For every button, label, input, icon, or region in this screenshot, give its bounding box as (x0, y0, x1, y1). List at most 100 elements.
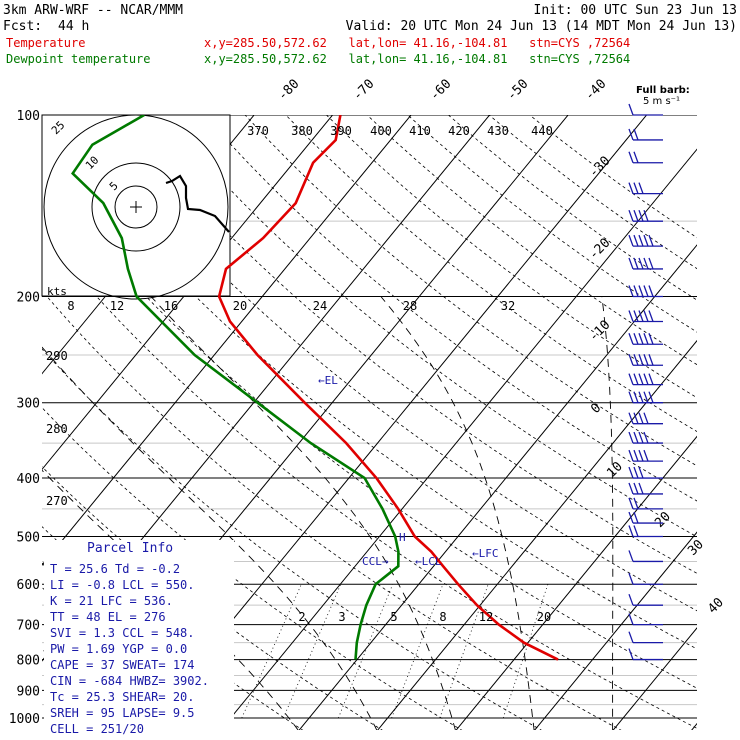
wind-barb (628, 373, 663, 386)
isotherm-line (691, 722, 697, 730)
wind-barb-feather (628, 511, 634, 524)
theta-label: 400 (370, 124, 392, 138)
wind-barb-feather (633, 257, 639, 270)
theta-side-label: 280 (46, 422, 68, 436)
pressure-tick-label: 200 (17, 291, 40, 306)
moist-adiabat (380, 296, 535, 730)
wind-barb-feather (638, 373, 644, 385)
parcel-marker: ←LCL (415, 555, 442, 568)
wind-barb-feather (638, 333, 644, 345)
parcel-info-row: K = 21 LFC = 536. (50, 594, 173, 608)
wind-barb-feather (648, 310, 654, 322)
pressure-tick-label: 500 (17, 530, 40, 545)
wind-barb-feather (638, 391, 644, 403)
wind-barb-feather (628, 151, 634, 163)
wind-barb-feather (628, 412, 634, 424)
pressure-tick-label: 600 (17, 578, 40, 593)
mixing-ratio-line (439, 584, 489, 719)
wind-barb-feather (628, 497, 634, 510)
dry-adiabat (122, 115, 697, 574)
forecast-hour: 44 h (58, 19, 89, 34)
wind-barb-feather (648, 333, 654, 345)
wind-speed-tick: 12 (110, 299, 124, 313)
wind-barb-feather (633, 209, 639, 222)
wind-barb (628, 103, 663, 116)
isotherm-line (42, 115, 334, 471)
pressure-tick-label: 400 (17, 472, 40, 487)
wind-barb (628, 412, 663, 425)
wind-barb-feather (628, 103, 634, 116)
wind-barb (628, 151, 663, 164)
wind-barb-feather (638, 209, 644, 222)
wind-barb-feather (638, 466, 644, 479)
dry-adiabat (163, 115, 697, 538)
wind-barb-feather (638, 412, 644, 424)
wind-barb-feather (648, 373, 654, 385)
wind-barb-feather (628, 449, 634, 462)
wind-barb (628, 391, 663, 404)
theta-label: 380 (291, 124, 313, 138)
parcel-info-row: Tc = 25.3 SHEAR= 20. (50, 690, 195, 704)
isotherm-line (455, 435, 697, 730)
pressure-tick-label: 1000 (9, 712, 40, 727)
parcel-info-row: PW = 1.69 YGP = 0.0 (50, 642, 187, 656)
dry-adiabat (82, 115, 697, 612)
theta-label: 410 (409, 124, 431, 138)
legend-temperature-label: Temperature (6, 36, 85, 50)
dry-adiabat (488, 115, 697, 270)
wind-barb (628, 234, 663, 247)
wind-barb-feather (648, 354, 654, 366)
wind-barb (628, 449, 663, 462)
parcel-info-row: SREH = 95 LAPSE= 9.5 (50, 706, 195, 720)
dry-adiabat (42, 231, 697, 729)
moist-adiabat (150, 296, 456, 730)
forecast-label: Fcst: (3, 19, 42, 34)
parcel-info-row: CIN = -684 HWBZ= 3902. (50, 674, 209, 688)
theta-label: 390 (330, 124, 352, 138)
theta-label: 420 (448, 124, 470, 138)
dry-adiabat (42, 348, 542, 730)
wind-barb (628, 631, 663, 644)
wind-barb-feather (643, 310, 649, 322)
isotherm-line (42, 115, 412, 566)
wind-barb-feather (638, 234, 644, 247)
dry-adiabat (42, 115, 697, 650)
pressure-tick-label: 300 (17, 397, 40, 412)
wind-speed-axis-label: kts (47, 285, 67, 298)
isotherm-label: 30 (685, 537, 707, 559)
isotherm-line (534, 531, 697, 730)
wind-speed-tick: 28 (403, 299, 417, 313)
wind-speed-tick: 16 (164, 299, 178, 313)
wind-barb-feather (628, 209, 634, 222)
wind-barb-feather (633, 431, 639, 444)
wind-barb-feather (643, 412, 649, 424)
parcel-marker: ←EL (318, 374, 338, 387)
wind-barb-feather (628, 431, 634, 444)
isotherm-line (298, 244, 697, 730)
mixing-ratio-line (391, 584, 444, 719)
wind-barb-feather (628, 354, 634, 366)
isotherm-label: -10 (586, 318, 613, 345)
wind-barb-feather (628, 573, 634, 585)
wind-barb (628, 550, 663, 563)
wind-barb-feather (628, 648, 634, 660)
wind-barb-feather (628, 182, 634, 194)
wind-barb-feather (628, 631, 634, 643)
wind-barb (628, 482, 663, 495)
isotherm-label: -20 (586, 236, 613, 263)
hodograph-ring (43, 114, 229, 300)
parcel-info-title: Parcel Info (87, 541, 173, 556)
wind-barb-feather (648, 234, 654, 247)
wind-barb-feather (628, 310, 634, 322)
wind-barb-feather (638, 257, 644, 270)
wind-barb-feather (648, 391, 654, 403)
wind-barb-feather (638, 182, 644, 194)
parcel-info-row: TT = 48 EL = 276 (50, 610, 166, 624)
wind-barbs (628, 103, 663, 661)
wind-barb-feather (648, 257, 654, 270)
barb-legend-unit: 5 m s⁻¹ (643, 96, 680, 107)
theta-side-label: 290 (46, 349, 68, 363)
isotherm-label: -70 (350, 77, 377, 104)
wind-barb-feather (628, 285, 634, 297)
